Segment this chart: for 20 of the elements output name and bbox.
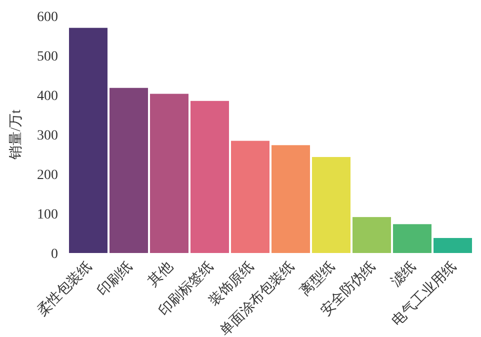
y-tick-label: 300 (37, 128, 58, 144)
x-tick-label: 滤纸 (388, 258, 420, 290)
x-tick-label: 印刷纸 (94, 258, 136, 300)
bar (272, 145, 310, 253)
x-tick-label: 其他 (144, 258, 176, 290)
bar (69, 28, 108, 253)
y-tick-label: 200 (37, 168, 58, 183)
y-tick-label: 400 (37, 89, 58, 104)
bar (312, 157, 350, 253)
bar (150, 94, 188, 253)
bar (393, 224, 432, 253)
y-tick-label: 100 (37, 208, 58, 222)
y-axis-title: 销量/万t (8, 110, 24, 160)
bar (231, 140, 270, 253)
bar (110, 88, 148, 253)
bar (352, 217, 391, 253)
y-tick-label: 500 (37, 50, 58, 64)
y-tick-label: 600 (37, 10, 58, 25)
bar (190, 100, 229, 253)
bar (434, 238, 472, 253)
